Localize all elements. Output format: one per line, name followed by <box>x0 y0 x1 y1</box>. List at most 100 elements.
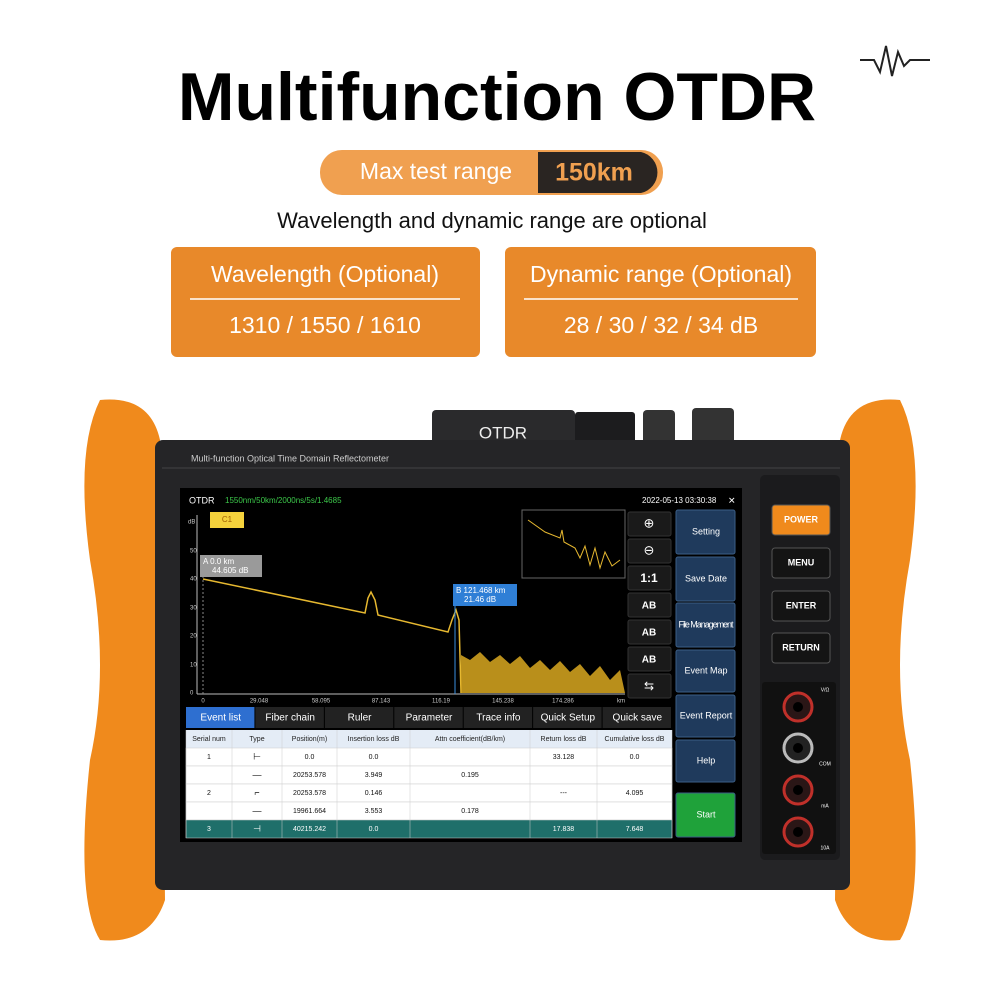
tag: C1 <box>222 515 233 524</box>
table-header: Insertion loss dB <box>348 736 400 743</box>
table-cell: 19961.664 <box>293 808 326 815</box>
x-unit: km <box>617 699 625 705</box>
tab[interactable] <box>255 707 324 728</box>
tab[interactable] <box>533 707 602 728</box>
table-cell: 0.146 <box>365 790 383 797</box>
tool-icon: ⊖ <box>644 542 655 557</box>
params: 1550nm/50km/2000ns/5s/1.4685 <box>225 496 342 505</box>
type-icon: ⊣ <box>253 823 261 833</box>
side-button[interactable] <box>771 504 831 536</box>
card-title: Wavelength (Optional) <box>211 261 439 287</box>
jack-hole <box>793 743 803 753</box>
menu-button[interactable] <box>675 556 736 602</box>
table-cell: 0.0 <box>369 754 379 761</box>
table-header: Serial num <box>192 736 226 743</box>
cursor-b-value: 21.46 dB <box>464 595 496 604</box>
menu-button[interactable] <box>675 792 736 838</box>
table-cell: 0.0 <box>305 754 315 761</box>
menu-button[interactable] <box>675 649 736 693</box>
device-label: OTDR <box>479 423 527 442</box>
tool-button[interactable] <box>627 646 672 672</box>
tab[interactable] <box>324 707 394 728</box>
tool-button[interactable] <box>627 673 672 699</box>
y-unit: dB <box>188 520 195 526</box>
menu-button[interactable] <box>675 602 736 648</box>
menu-label: Help <box>697 755 716 765</box>
side-button-label: MENU <box>788 557 815 567</box>
card <box>171 247 480 357</box>
menu-label: Setting <box>692 526 720 536</box>
tool-button[interactable] <box>627 619 672 645</box>
handle <box>84 399 165 941</box>
meter-panel <box>762 682 836 854</box>
menu-label: Start <box>696 809 716 819</box>
menu-label: Event Map <box>684 665 727 675</box>
tab[interactable] <box>186 707 255 728</box>
table-header: Type <box>249 736 264 743</box>
table-cell: 4.095 <box>626 790 644 797</box>
tag-box[interactable] <box>210 512 244 528</box>
tool-button[interactable] <box>627 565 672 591</box>
side-button[interactable] <box>771 590 831 622</box>
table-cell: 20253.578 <box>293 772 326 779</box>
y-tick-label: 30 <box>190 606 197 612</box>
card-title: Dynamic range (Optional) <box>530 261 792 287</box>
type-icon: ⊢ <box>253 751 261 761</box>
table-cell: 17.838 <box>553 826 575 833</box>
table-cell: 0.195 <box>461 772 479 779</box>
tool-button[interactable] <box>627 511 672 537</box>
tab-label: Quick save <box>613 713 663 724</box>
meter-label: COM <box>819 761 831 767</box>
menu-label: Event Report <box>680 710 733 720</box>
port <box>575 412 635 448</box>
tab-label: Trace info <box>476 713 521 724</box>
menu-label: File Management <box>679 619 734 629</box>
side-button-label: POWER <box>784 514 819 524</box>
x-tick-label: 29.048 <box>250 699 269 705</box>
overview-box <box>521 509 626 579</box>
type-icon: — <box>253 805 262 815</box>
table-cell: --- <box>560 790 568 797</box>
trace <box>202 578 462 694</box>
jack-hole <box>793 785 803 795</box>
menu-button[interactable] <box>675 509 736 555</box>
table-header: Cumulative loss dB <box>605 736 665 743</box>
menu-button[interactable] <box>675 694 736 738</box>
side-button[interactable] <box>771 547 831 579</box>
tab-label: Event list <box>200 713 241 724</box>
badge-value: 150km <box>555 159 633 187</box>
table-cell: 1 <box>207 754 211 761</box>
table-cell: 7.648 <box>626 826 644 833</box>
table-cell: 0.0 <box>630 754 640 761</box>
y-tick-label: 20 <box>190 634 197 640</box>
noise-floor <box>461 652 625 693</box>
cursor-b-label: B 121.468 km <box>456 586 506 595</box>
overview-trace <box>527 519 621 570</box>
tab[interactable] <box>394 707 463 728</box>
y-tick-label: 50 <box>190 549 197 555</box>
tab[interactable] <box>463 707 533 728</box>
side-button[interactable] <box>771 632 831 664</box>
table-cell: 0.178 <box>461 808 479 815</box>
ticks: 50 40 30 20 10 0 0 29.048 58.095 87.143 116.19 145.… <box>190 549 625 705</box>
y-tick-label: 10 <box>190 663 197 669</box>
tool-button[interactable] <box>627 538 672 564</box>
table-cell: 40215.242 <box>293 826 326 833</box>
table-cell: 3.553 <box>365 808 383 815</box>
tab[interactable] <box>602 707 671 728</box>
side-button-label: RETURN <box>782 642 820 652</box>
tool-icon: ⊕ <box>644 515 655 530</box>
tab-label: Fiber chain <box>265 713 314 724</box>
tabs: Event list Fiber chain Ruler Parameter Trace… <box>186 707 671 728</box>
tool-button[interactable] <box>627 592 672 618</box>
meter: V/Ω COM mA 10A <box>782 687 831 851</box>
jack-hole <box>793 827 803 837</box>
app-name: OTDR <box>189 495 215 505</box>
close-icon[interactable]: ✕ <box>728 495 736 505</box>
tool-label: AB <box>642 628 656 639</box>
subtitle: Wavelength and dynamic range are optiona… <box>277 208 707 233</box>
menu-button[interactable] <box>675 739 736 783</box>
x-tick-label: 0 <box>201 699 205 705</box>
table-header: Position(m) <box>292 736 327 743</box>
table-cell: 0.0 <box>369 826 379 833</box>
